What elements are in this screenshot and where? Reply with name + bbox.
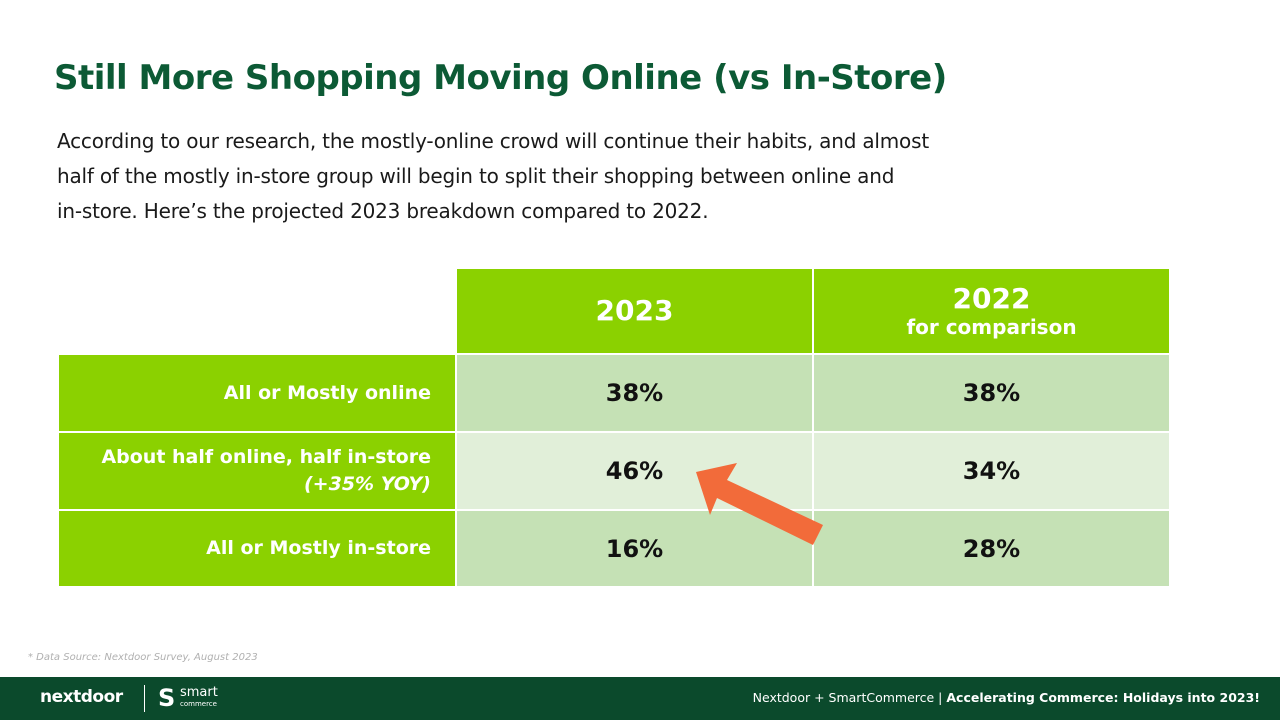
shopping-breakdown-table: 2023 2022 for comparison All or Mostly o…	[57, 267, 1171, 588]
footer-tagline: Accelerating Commerce: Holidays into 202…	[946, 690, 1260, 705]
table-row: All or Mostly in-store 16% 28%	[57, 509, 1171, 588]
row-label-text: All or Mostly in-store	[206, 537, 431, 559]
smartcommerce-logo: S smart commerce	[158, 683, 228, 715]
table-cell: 28%	[812, 509, 1171, 588]
row-label: All or Mostly online	[57, 353, 457, 433]
row-label-note: (+35% YOY)	[304, 473, 431, 495]
column-header-2022: 2022 for comparison	[812, 267, 1171, 355]
row-label-text: All or Mostly online	[223, 381, 431, 404]
table-row: All or Mostly online 38% 38%	[57, 353, 1171, 433]
slide-title: Still More Shopping Moving Online (vs In…	[54, 58, 947, 98]
smartcommerce-logo-word: smart	[180, 685, 218, 700]
footer-caption: Nextdoor + SmartCommerce | Accelerating …	[753, 690, 1260, 705]
table-cell: 16%	[455, 509, 814, 588]
smartcommerce-logo-subword: commerce	[180, 700, 217, 708]
intro-line: half of the mostly in-store group will b…	[57, 164, 895, 188]
table-cell: 38%	[455, 353, 814, 433]
intro-line: in-store. Here’s the projected 2023 brea…	[57, 199, 709, 223]
table-cell: 38%	[812, 353, 1171, 433]
table-header-row: 2023 2022 for comparison	[57, 267, 1171, 355]
row-label: All or Mostly in-store	[57, 509, 457, 588]
footer-partners: Nextdoor + SmartCommerce |	[752, 690, 947, 705]
column-subtitle: for comparison	[906, 315, 1077, 339]
column-year: 2023	[595, 294, 674, 327]
table-cell: 34%	[812, 431, 1171, 511]
table-row: About half online, half in-store (+35% Y…	[57, 431, 1171, 511]
column-header-2023: 2023	[455, 267, 814, 355]
table-cell: 46%	[455, 431, 814, 511]
column-year: 2022	[952, 282, 1031, 315]
nextdoor-logo: nextdoor	[40, 687, 123, 707]
footer-bar: nextdoor S smart commerce Nextdoor + Sma…	[0, 677, 1280, 720]
row-label: About half online, half in-store (+35% Y…	[57, 431, 457, 511]
intro-paragraph: According to our research, the mostly-on…	[57, 124, 1017, 229]
row-label-text: About half online, half in-store	[101, 446, 431, 468]
table-corner	[57, 267, 457, 355]
smartcommerce-s-icon: S	[158, 684, 176, 712]
data-source-note: * Data Source: Nextdoor Survey, August 2…	[28, 652, 258, 663]
intro-line: According to our research, the mostly-on…	[57, 129, 929, 153]
arrow-icon	[696, 463, 823, 545]
footer-divider	[144, 685, 145, 712]
